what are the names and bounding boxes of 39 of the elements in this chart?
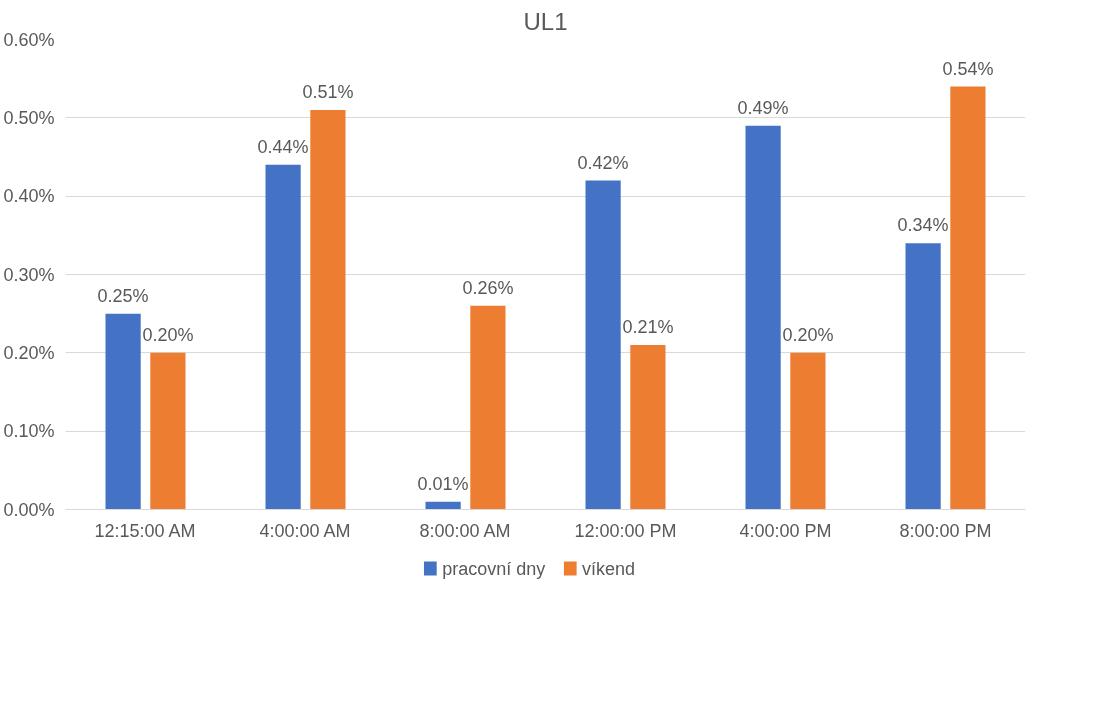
data-label: 0.01% bbox=[417, 473, 469, 494]
data-label: 0.49% bbox=[737, 97, 789, 118]
legend-label: víkend bbox=[582, 558, 636, 579]
data-label: 0.42% bbox=[577, 152, 629, 173]
y-tick-label: 0.30% bbox=[3, 264, 55, 285]
bar bbox=[310, 110, 346, 510]
bar bbox=[790, 352, 826, 510]
x-tick-label: 8:00:00 AM bbox=[419, 520, 511, 541]
data-label: 0.20% bbox=[782, 324, 834, 345]
data-label: 0.25% bbox=[97, 285, 149, 306]
bar bbox=[105, 313, 141, 510]
bar bbox=[265, 164, 301, 510]
y-tick-label: 0.40% bbox=[3, 186, 55, 207]
data-label: 0.54% bbox=[942, 58, 994, 79]
y-tick-label: 0.00% bbox=[3, 499, 55, 520]
x-tick-label: 12:15:00 AM bbox=[94, 520, 196, 541]
chart-title: UL1 bbox=[523, 7, 568, 35]
data-label: 0.44% bbox=[257, 136, 309, 157]
data-label: 0.34% bbox=[897, 215, 949, 236]
y-tick-label: 0.50% bbox=[3, 107, 55, 128]
data-label: 0.51% bbox=[302, 82, 354, 102]
bar bbox=[585, 180, 621, 510]
x-tick-label: 12:00:00 PM bbox=[574, 520, 677, 541]
data-label: 0.21% bbox=[622, 317, 674, 337]
x-tick-label: 4:00:00 PM bbox=[739, 520, 832, 541]
x-tick-label: 8:00:00 PM bbox=[899, 520, 992, 541]
legend-label: pracovní dny bbox=[442, 558, 546, 579]
bar bbox=[905, 243, 941, 510]
bar bbox=[470, 305, 506, 510]
y-tick-label: 0.20% bbox=[3, 342, 55, 363]
y-tick-label: 0.60% bbox=[3, 29, 55, 50]
x-tick-label: 4:00:00 AM bbox=[259, 520, 351, 541]
y-tick-label: 0.10% bbox=[3, 421, 55, 442]
data-label: 0.20% bbox=[142, 324, 194, 345]
bar bbox=[150, 352, 186, 510]
bar bbox=[950, 86, 986, 510]
bar bbox=[630, 345, 666, 510]
bar bbox=[745, 125, 781, 510]
data-label: 0.26% bbox=[462, 277, 514, 298]
